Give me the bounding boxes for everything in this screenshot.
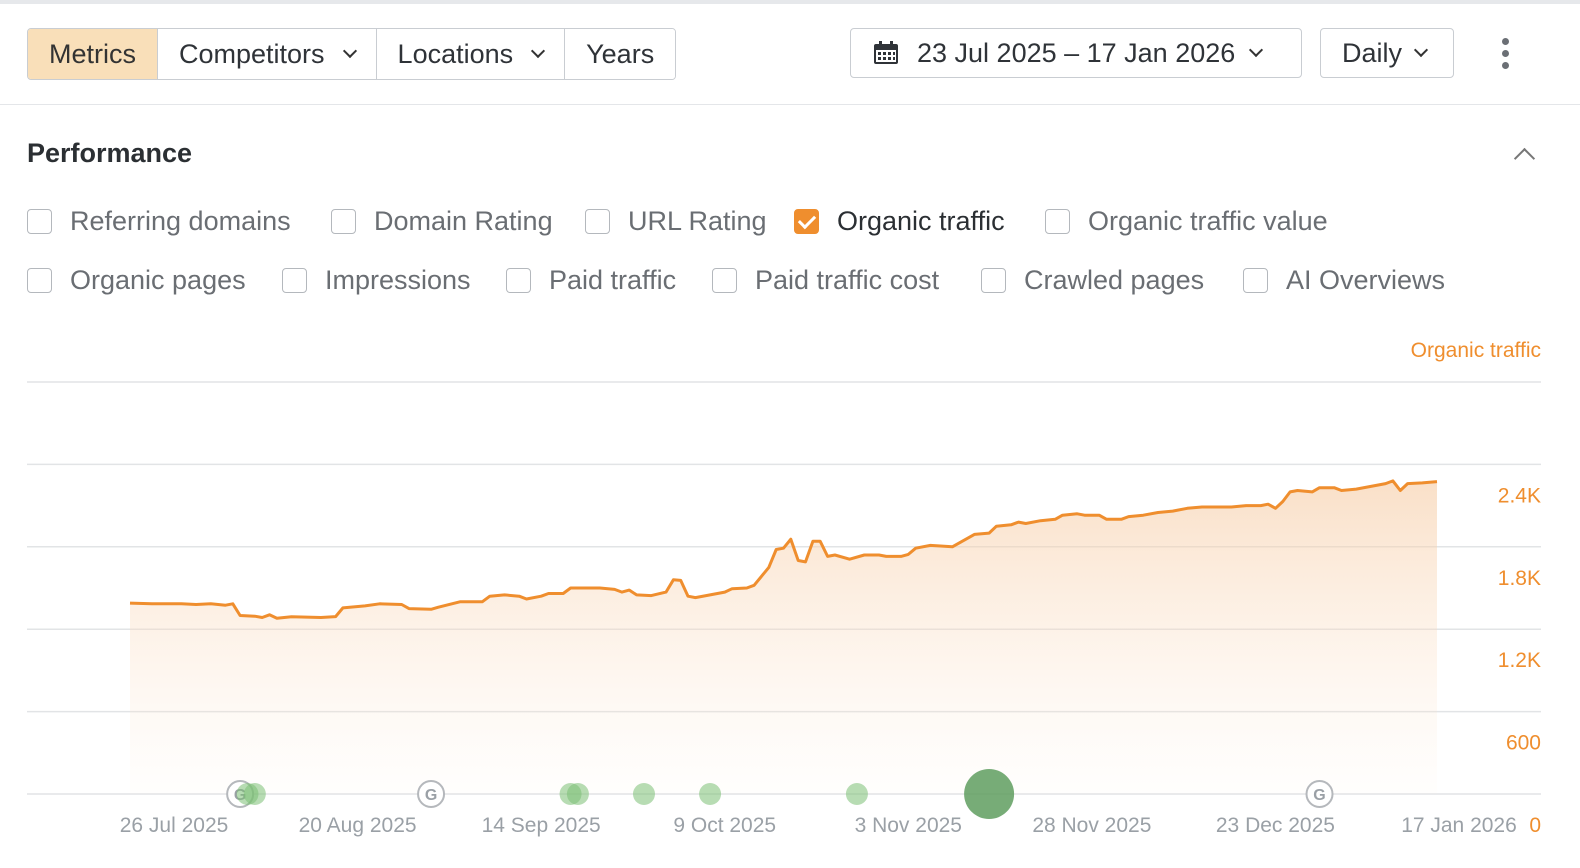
- annotation-marker[interactable]: [699, 783, 722, 805]
- metric-ai-overviews[interactable]: AI Overviews: [1243, 265, 1445, 296]
- x-tick-label: 14 Sep 2025: [482, 814, 601, 837]
- chevron-down-icon: [342, 43, 357, 59]
- granularity-label: Daily: [1342, 37, 1403, 68]
- metric-paid-traffic-cost[interactable]: Paid traffic cost: [712, 265, 939, 296]
- metric-domain-rating[interactable]: Domain Rating: [331, 206, 553, 237]
- x-tick-label: 17 Jan 2026: [1401, 814, 1517, 837]
- metric-label: Paid traffic: [549, 265, 677, 295]
- x-tick-label: 26 Jul 2025: [120, 814, 229, 837]
- tab-years[interactable]: Years: [565, 29, 676, 79]
- checkbox-checked[interactable]: [794, 209, 819, 234]
- metric-label: Impressions: [325, 265, 471, 295]
- tab-competitors-label: Competitors: [179, 38, 325, 69]
- tab-locations[interactable]: Locations: [376, 29, 566, 79]
- checkbox[interactable]: [712, 268, 737, 293]
- checkbox[interactable]: [282, 268, 307, 293]
- google-update-icon[interactable]: G: [417, 780, 446, 808]
- metric-paid-traffic[interactable]: Paid traffic: [506, 265, 676, 296]
- metric-label: Organic traffic value: [1088, 206, 1328, 236]
- annotation-marker[interactable]: [632, 783, 655, 805]
- svg-text:G: G: [1313, 787, 1325, 804]
- chevron-down-icon: [1249, 42, 1264, 58]
- tab-metrics[interactable]: Metrics: [28, 29, 158, 79]
- tab-years-label: Years: [586, 38, 655, 69]
- chevron-down-icon: [531, 43, 546, 59]
- y-tick-label: 1.2K: [1498, 649, 1541, 672]
- annotation-marker-large[interactable]: [964, 769, 1015, 819]
- series-label: Organic traffic: [1411, 339, 1541, 362]
- date-range-picker[interactable]: 23 Jul 2025 – 17 Jan 2026: [850, 28, 1302, 78]
- metric-label: Organic pages: [70, 265, 246, 295]
- annotation-marker[interactable]: [243, 783, 266, 805]
- granularity-select[interactable]: Daily: [1320, 28, 1454, 78]
- chevron-down-icon: [1413, 42, 1429, 58]
- tab-competitors[interactable]: Competitors: [158, 29, 377, 79]
- view-tabs: Metrics Competitors Locations Years: [27, 28, 677, 80]
- metric-organic-pages[interactable]: Organic pages: [27, 265, 246, 296]
- tab-locations-label: Locations: [397, 38, 514, 69]
- checkbox[interactable]: [585, 209, 610, 234]
- chevron-up-icon[interactable]: [1512, 146, 1536, 166]
- checkbox[interactable]: [1243, 268, 1268, 293]
- toolbar: Metrics Competitors Locations Years 23 J…: [0, 4, 1580, 105]
- metric-label: Domain Rating: [374, 206, 553, 236]
- metric-label: URL Rating: [628, 206, 767, 236]
- checkbox[interactable]: [27, 209, 52, 234]
- google-update-icon[interactable]: G: [1305, 780, 1334, 808]
- y-tick-label: 600: [1506, 732, 1541, 755]
- section-title: Performance: [27, 138, 193, 168]
- x-tick-label: 23 Dec 2025: [1216, 814, 1335, 837]
- metric-impressions[interactable]: Impressions: [282, 265, 471, 296]
- svg-text:G: G: [425, 787, 437, 804]
- y-tick-label: 2.4K: [1498, 484, 1541, 507]
- organic-traffic-area: [130, 480, 1437, 794]
- x-tick-label: 3 Nov 2025: [855, 814, 962, 837]
- metric-referring-domains[interactable]: Referring domains: [27, 206, 291, 237]
- x-tick-label: 20 Aug 2025: [299, 814, 417, 837]
- y-tick-label: 0: [1529, 814, 1541, 837]
- kebab-menu-icon[interactable]: [1494, 34, 1518, 74]
- checkbox[interactable]: [506, 268, 531, 293]
- checkbox[interactable]: [981, 268, 1006, 293]
- metric-label: AI Overviews: [1286, 265, 1446, 295]
- tab-metrics-label: Metrics: [49, 38, 136, 69]
- date-range-label: 23 Jul 2025 – 17 Jan 2026: [917, 37, 1236, 68]
- checkbox[interactable]: [1045, 209, 1070, 234]
- metric-organic-traffic-value[interactable]: Organic traffic value: [1045, 206, 1328, 237]
- x-tick-label: 28 Nov 2025: [1032, 814, 1151, 837]
- metric-label: Crawled pages: [1024, 265, 1205, 295]
- metric-label: Organic traffic: [837, 206, 1005, 236]
- metric-crawled-pages[interactable]: Crawled pages: [981, 265, 1204, 296]
- calendar-icon: [874, 41, 898, 64]
- organic-traffic-line: [129, 479, 1438, 620]
- top-border: [0, 0, 1580, 4]
- y-tick-label: 1.8K: [1498, 567, 1541, 590]
- x-tick-label: 9 Oct 2025: [673, 814, 776, 837]
- metric-url-rating[interactable]: URL Rating: [585, 206, 767, 237]
- checkbox[interactable]: [27, 268, 52, 293]
- annotation-marker[interactable]: [566, 783, 589, 805]
- metric-organic-traffic[interactable]: Organic traffic: [794, 206, 1005, 237]
- metric-label: Referring domains: [70, 206, 291, 236]
- metric-label: Paid traffic cost: [755, 265, 940, 295]
- checkbox[interactable]: [331, 209, 356, 234]
- annotation-marker[interactable]: [845, 783, 868, 805]
